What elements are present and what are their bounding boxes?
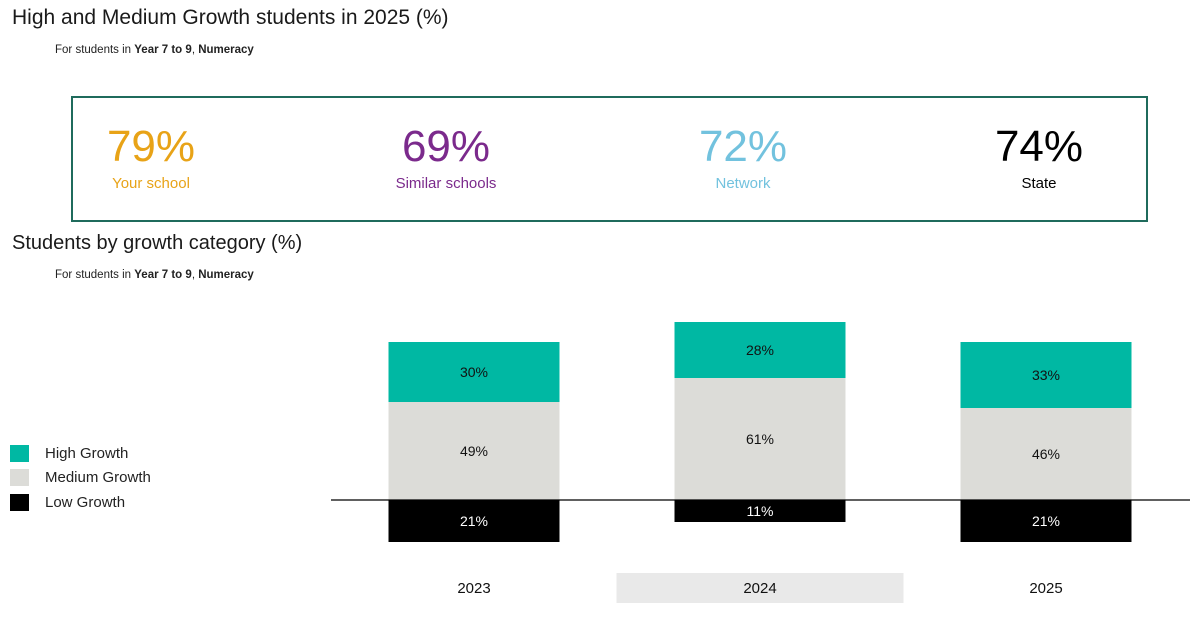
data-label-medium-growth: 49% [460,443,488,459]
stat-value: 79% [106,122,196,171]
subtitle-separator: , [191,269,199,281]
stat-label: Network [715,175,771,192]
stat-value: 69% [401,122,491,171]
bar-segment-medium-growth [960,408,1132,500]
page-title: High and Medium Growth students in 2025 … [12,6,449,29]
legend-label: High Growth [45,444,129,462]
data-label-low-growth: 11% [747,503,774,519]
stat-network: 72% Network [643,122,843,193]
data-label-medium-growth: 46% [1032,446,1060,462]
legend-swatch [10,493,29,511]
legend-swatch [10,444,29,462]
subtitle-years: Year 7 to 9 [134,269,192,281]
stat-label: State [1021,175,1057,192]
stat-label: Your school [112,175,190,192]
x-tick-label: 2023 [457,580,490,597]
legend-label: Medium Growth [45,469,151,487]
x-tick-label: 2024 [743,580,776,597]
data-label-high-growth: 30% [460,364,488,380]
stat-similar-schools: 69% Similar schools [346,122,546,193]
growth-summary-panel: 79% Your school 69% Similar schools 72% … [71,96,1148,222]
bar-segment-high-growth [388,342,560,402]
subtitle-separator: , [191,44,199,56]
stat-your-school: 79% Your school [51,122,251,193]
bar-segment-high-growth [674,322,846,378]
chart-title: Students by growth category (%) [12,232,303,254]
legend-swatch [10,469,29,487]
chart-subtitle: For students in Year 7 to 9, Numeracy [55,269,254,281]
legend-item-medium-growth: Medium Growth [10,466,151,491]
legend-item-high-growth: High Growth [10,441,151,466]
subtitle-domain: Numeracy [198,269,254,281]
stat-value: 72% [698,122,788,171]
data-label-low-growth: 21% [460,513,488,529]
data-label-high-growth: 33% [1032,367,1060,383]
subtitle-prefix: For students in [55,269,135,281]
bar-segment-medium-growth [674,378,846,500]
subtitle-domain: Numeracy [198,44,254,56]
data-label-high-growth: 28% [746,342,774,358]
bar-segment-low-growth [388,500,560,542]
stat-value: 74% [994,122,1084,171]
subtitle-prefix: For students in [55,44,135,56]
bar-segment-high-growth [960,342,1132,408]
legend-label: Low Growth [45,493,126,511]
data-label-medium-growth: 61% [746,431,774,447]
x-tick-label: 2025 [1029,580,1062,597]
chart-legend: High Growth Medium Growth Low Growth [10,441,151,515]
bar-segment-low-growth [960,500,1132,542]
stat-label: Similar schools [395,175,497,192]
bar-segment-low-growth [674,500,846,522]
legend-item-low-growth: Low Growth [10,490,151,515]
page-subtitle: For students in Year 7 to 9, Numeracy [55,44,254,56]
bar-segment-medium-growth [388,402,560,500]
stat-state: 74% State [939,122,1139,193]
subtitle-years: Year 7 to 9 [134,44,192,56]
data-label-low-growth: 21% [1032,513,1060,529]
highlight-band [616,573,904,603]
